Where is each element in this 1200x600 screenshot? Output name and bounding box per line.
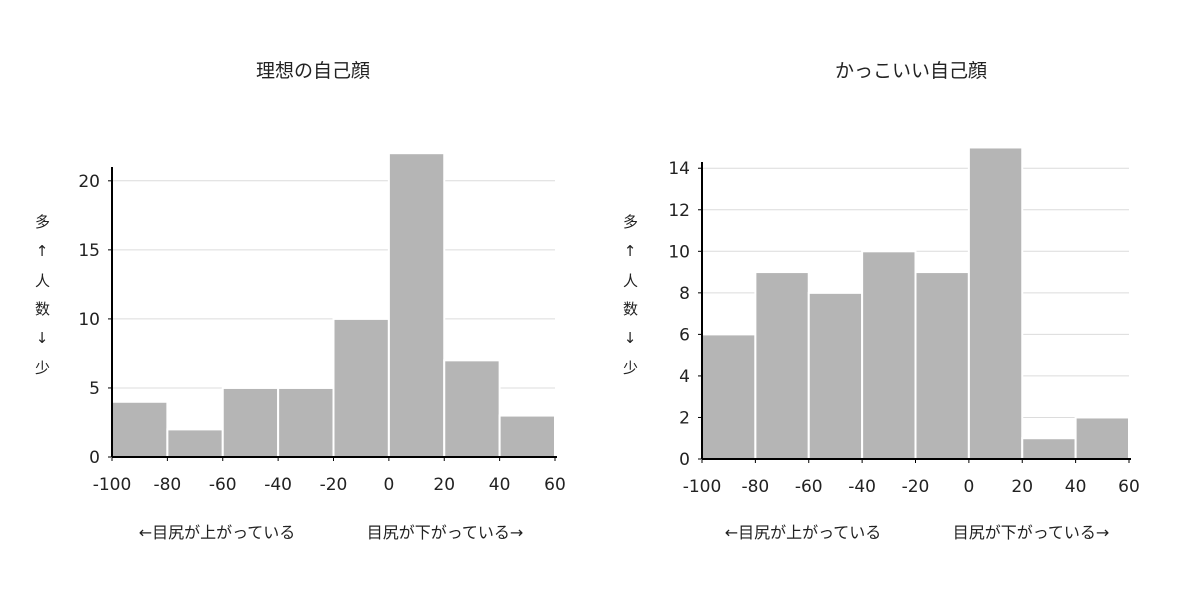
bar xyxy=(221,386,280,459)
x-tick-label: 20 xyxy=(433,475,455,495)
y-tick-label: 2 xyxy=(679,408,690,428)
x-tick-label: 0 xyxy=(963,477,974,497)
y-axis-label: 多↑人数↓少 xyxy=(621,214,639,388)
x-tick-label: -80 xyxy=(741,477,769,497)
bar xyxy=(387,152,446,458)
y-tick-label: 15 xyxy=(78,241,100,261)
x-tick-label: -20 xyxy=(902,477,930,497)
chart-title: 理想の自己顔 xyxy=(256,60,370,82)
x-tick-label: -100 xyxy=(683,477,722,497)
y-tick-label: 20 xyxy=(78,172,100,192)
bar xyxy=(914,271,970,461)
x-tick-label: -20 xyxy=(320,475,348,495)
x-tick-label: -60 xyxy=(795,477,823,497)
bar xyxy=(277,386,335,459)
bar xyxy=(967,146,1024,460)
x-tick-label: 20 xyxy=(1011,477,1033,497)
x-tick-label: -40 xyxy=(264,475,292,495)
bar xyxy=(1074,416,1130,461)
bar xyxy=(166,428,224,458)
chart-title: かっこいい自己顔 xyxy=(835,60,987,82)
x-tick-label: 60 xyxy=(544,475,566,495)
y-tick-label: 10 xyxy=(668,242,690,262)
y-tick-label: 5 xyxy=(89,379,100,399)
y-tick-label: 0 xyxy=(679,450,690,470)
bar xyxy=(754,271,810,461)
x-tick-label: 0 xyxy=(383,475,394,495)
x-tick-label: -80 xyxy=(153,475,181,495)
x-tick-label: 40 xyxy=(1065,477,1087,497)
x-tick-label: 40 xyxy=(489,475,511,495)
y-tick-label: 10 xyxy=(78,310,100,330)
y-tick-label: 14 xyxy=(668,159,690,179)
x-tick-label: 60 xyxy=(1118,477,1140,497)
y-tick-label: 8 xyxy=(679,284,690,304)
y-tick-label: 0 xyxy=(89,448,100,468)
bar xyxy=(443,359,501,459)
annotation: ←目尻が上がっている xyxy=(725,523,882,542)
annotation: ←目尻が上がっている xyxy=(139,523,296,542)
bar xyxy=(111,400,169,458)
bar xyxy=(807,291,864,460)
y-tick-label: 12 xyxy=(668,201,690,221)
bar xyxy=(1021,437,1077,461)
bar xyxy=(701,333,757,460)
annotation: 目尻が下がっている→ xyxy=(367,523,524,542)
bar xyxy=(498,414,556,459)
annotation: 目尻が下がっている→ xyxy=(953,523,1110,542)
y-tick-label: 6 xyxy=(679,325,690,345)
y-axis-label: 多↑人数↓少 xyxy=(33,214,51,388)
y-tick-label: 4 xyxy=(679,367,690,387)
x-tick-label: -40 xyxy=(848,477,876,497)
bar xyxy=(332,317,390,458)
x-tick-label: -100 xyxy=(93,475,132,495)
x-tick-label: -60 xyxy=(209,475,237,495)
bar xyxy=(861,250,917,460)
